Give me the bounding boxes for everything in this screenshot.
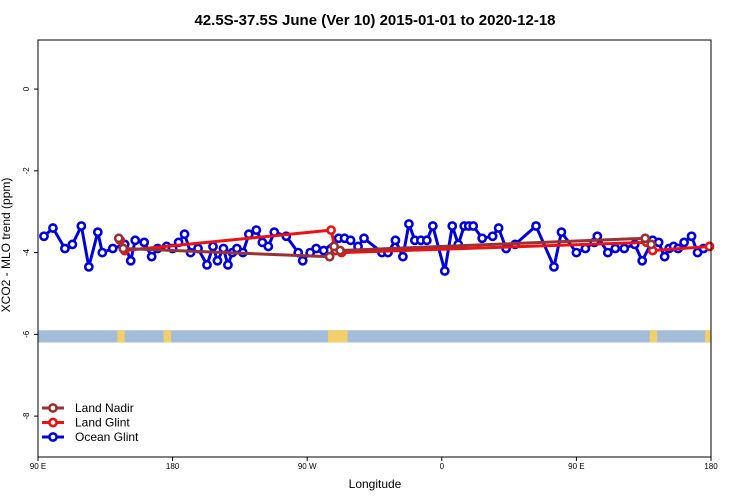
data-point xyxy=(679,237,689,248)
data-point xyxy=(335,245,346,256)
legend-swatch-marker xyxy=(48,417,58,428)
data-point xyxy=(610,243,621,254)
data-point xyxy=(39,231,49,242)
chart-title: 42.5S-37.5S June (Ver 10) 2015-01-01 to … xyxy=(194,12,555,29)
data-point xyxy=(398,251,408,262)
series-land-nadir xyxy=(113,233,657,262)
data-point xyxy=(60,243,70,254)
x-tick-label: 180 xyxy=(704,462,718,471)
data-point xyxy=(421,235,432,246)
data-point xyxy=(646,239,657,250)
land-band-segment xyxy=(163,330,172,343)
data-point xyxy=(487,231,498,242)
x-axis-label: Longitude xyxy=(349,477,402,491)
legend-label: Ocean Glint xyxy=(75,430,139,444)
data-point xyxy=(531,221,541,231)
data-point xyxy=(92,227,103,238)
land-band-segment xyxy=(705,330,711,343)
data-point xyxy=(704,241,715,252)
data-point xyxy=(637,255,648,266)
data-point xyxy=(311,243,322,254)
legend-item: Ocean Glint xyxy=(42,430,139,444)
data-point xyxy=(318,245,329,256)
data-point xyxy=(324,251,335,262)
data-point xyxy=(130,235,141,246)
data-point xyxy=(659,251,670,262)
x-axis: 90 E 180 90 W 0 90 E 180 xyxy=(30,457,718,471)
legend-swatch-marker xyxy=(48,403,58,413)
surface-type-band xyxy=(38,330,711,343)
y-tick-label: 0 xyxy=(22,86,31,91)
x-tick-label: 0 xyxy=(440,462,445,471)
data-point xyxy=(427,221,438,231)
data-point xyxy=(653,237,664,248)
legend-label: Land Glint xyxy=(75,416,130,430)
land-band-segment xyxy=(117,330,125,343)
data-point xyxy=(602,247,613,258)
data-point xyxy=(212,255,223,266)
data-point xyxy=(76,221,87,231)
y-tick-label: -4 xyxy=(22,248,31,256)
y-axis: 0 -2 -4 -6 -8 xyxy=(22,86,38,420)
data-point xyxy=(67,239,78,250)
data-point xyxy=(493,223,504,233)
data-point xyxy=(208,241,218,252)
y-axis-label: XCO2 - MLO trend (ppm) xyxy=(0,178,13,313)
x-tick-label: 90 W xyxy=(298,462,317,471)
data-point xyxy=(468,221,479,231)
y-tick-label: -8 xyxy=(22,412,31,420)
data-point xyxy=(146,251,157,262)
data-point xyxy=(549,261,559,272)
data-point xyxy=(251,225,262,236)
plot-series xyxy=(39,219,715,276)
land-band-segment xyxy=(328,330,348,343)
y-tick-label: -2 xyxy=(22,167,31,175)
legend-item: Land Glint xyxy=(42,416,130,430)
data-point xyxy=(345,235,356,246)
data-point xyxy=(125,255,136,266)
data-point xyxy=(202,259,212,270)
data-point xyxy=(179,229,190,240)
data-point xyxy=(223,259,233,270)
data-point xyxy=(439,266,450,276)
data-point xyxy=(83,261,94,272)
data-point xyxy=(619,243,630,254)
data-point xyxy=(48,223,58,233)
data-point xyxy=(447,221,458,231)
data-point xyxy=(571,247,582,258)
data-point xyxy=(107,243,118,254)
data-point xyxy=(640,233,651,244)
data-point xyxy=(477,233,488,244)
data-point xyxy=(326,225,337,236)
y-tick-label: -6 xyxy=(22,330,31,338)
data-point xyxy=(403,219,414,229)
data-point xyxy=(263,241,274,252)
x-tick-label: 90 E xyxy=(30,462,46,471)
data-point xyxy=(97,247,108,258)
legend-label: Land Nadir xyxy=(75,401,134,415)
ocean-band xyxy=(38,330,711,343)
x-tick-label: 90 E xyxy=(568,462,584,471)
data-point xyxy=(297,255,308,266)
data-point xyxy=(390,235,401,246)
x-tick-label: 180 xyxy=(166,462,180,471)
data-point xyxy=(556,227,567,238)
land-band-segment xyxy=(649,330,658,343)
data-point xyxy=(686,231,697,242)
data-point xyxy=(359,233,369,244)
data-point xyxy=(139,237,150,248)
legend-swatch-marker xyxy=(48,432,58,442)
plot-frame xyxy=(37,39,712,458)
legend-item: Land Nadir xyxy=(42,401,134,415)
data-point xyxy=(113,233,124,244)
data-point xyxy=(118,243,129,254)
